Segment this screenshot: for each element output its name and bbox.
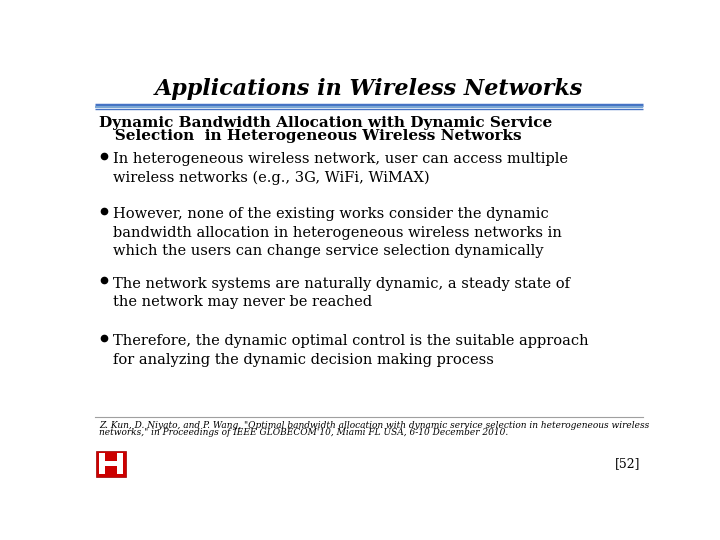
Text: [52]: [52] (615, 457, 640, 470)
Text: Z. Kun, D. Niyato, and P. Wang, "Optimal bandwidth allocation with dynamic servi: Z. Kun, D. Niyato, and P. Wang, "Optimal… (99, 421, 649, 429)
Text: Dynamic Bandwidth Allocation with Dynamic Service: Dynamic Bandwidth Allocation with Dynami… (99, 117, 552, 130)
FancyBboxPatch shape (99, 461, 123, 466)
Text: However, none of the existing works consider the dynamic
bandwidth allocation in: However, none of the existing works cons… (113, 207, 562, 258)
Text: Selection  in Heterogeneous Wireless Networks: Selection in Heterogeneous Wireless Netw… (99, 129, 522, 143)
Text: Applications in Wireless Networks: Applications in Wireless Networks (155, 78, 583, 100)
Text: Therefore, the dynamic optimal control is the suitable approach
for analyzing th: Therefore, the dynamic optimal control i… (113, 334, 589, 367)
FancyBboxPatch shape (99, 453, 104, 475)
FancyBboxPatch shape (96, 450, 126, 477)
FancyBboxPatch shape (117, 453, 123, 475)
Text: The network systems are naturally dynamic, a steady state of
the network may nev: The network systems are naturally dynami… (113, 276, 570, 309)
Text: In heterogeneous wireless network, user can access multiple
wireless networks (e: In heterogeneous wireless network, user … (113, 152, 568, 185)
Text: networks," in Proceedings of IEEE GLOBECOM'10, Miami FL USA, 6-10 December 2010.: networks," in Proceedings of IEEE GLOBEC… (99, 428, 508, 437)
